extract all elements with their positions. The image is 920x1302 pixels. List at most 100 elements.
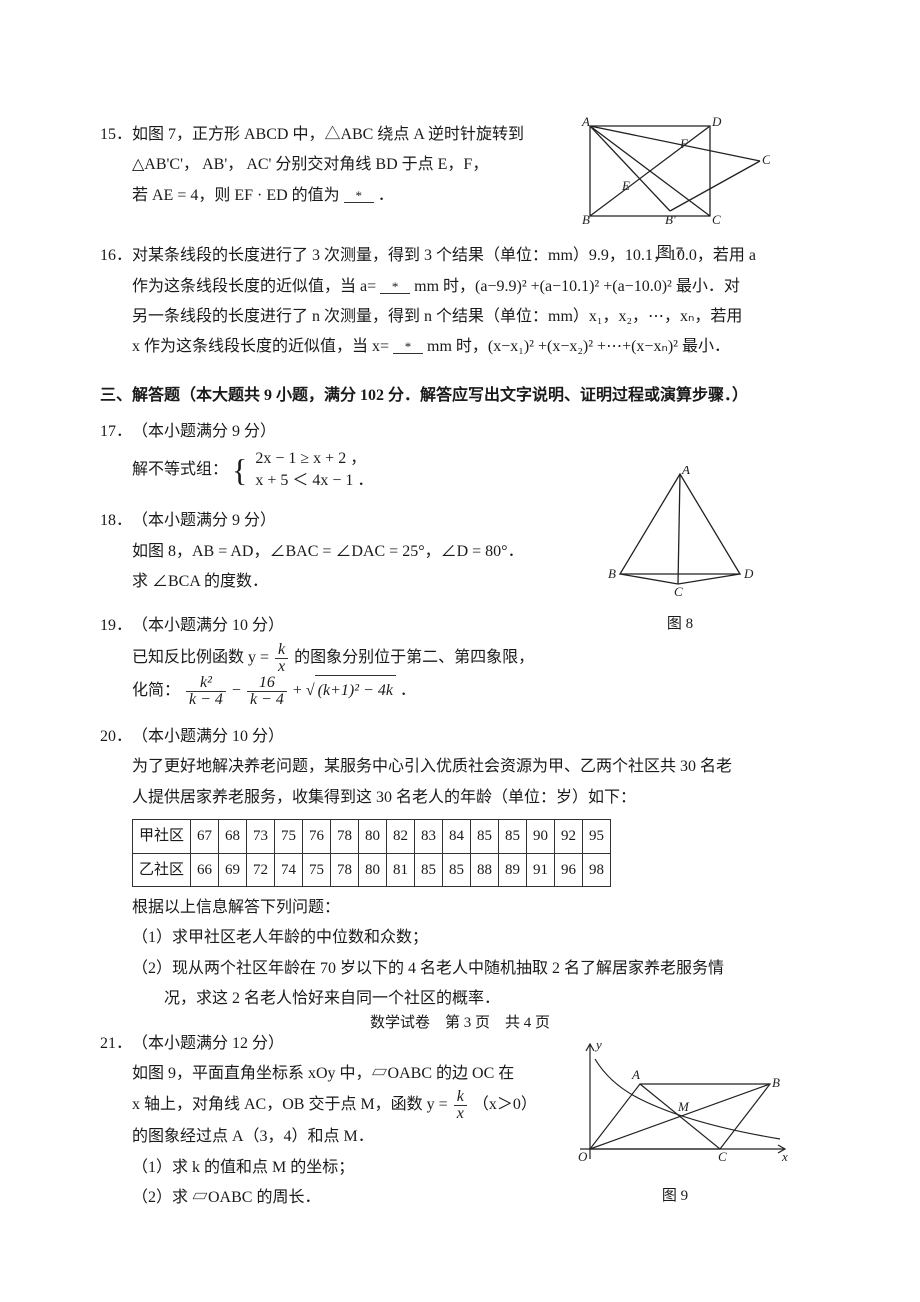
page-footer: 数学试卷 第 3 页 共 4 页 — [0, 1011, 920, 1032]
table-cell: 78 — [331, 853, 359, 887]
table-cell: 82 — [387, 820, 415, 854]
fig9-svg: O A B C M x y — [560, 1039, 790, 1169]
svg-text:B: B — [608, 566, 616, 581]
table-cell: 78 — [331, 820, 359, 854]
q15-line2: △AB'C'， AB'， AC' 分别交对角线 BD 于点 E，F， — [132, 150, 630, 180]
table-cell: 85 — [471, 820, 499, 854]
q20-title: （本小题满分 10 分） — [132, 728, 284, 745]
table-cell: 85 — [443, 853, 471, 887]
q16-num: 16． — [100, 241, 132, 271]
svg-text:D: D — [743, 566, 754, 581]
table-cell: 89 — [499, 853, 527, 887]
table-cell: 80 — [359, 820, 387, 854]
q18-title: （本小题满分 9 分） — [132, 512, 276, 529]
table-cell: 75 — [303, 853, 331, 887]
svg-text:A: A — [681, 466, 690, 477]
table-cell: 67 — [191, 820, 219, 854]
q20-l3: 根据以上信息解答下列问题： — [132, 893, 830, 923]
q15-blank: * — [344, 189, 374, 203]
q15-line1: 如图 7，正方形 ABCD 中，△ABC 绕点 A 逆时针旋转到 — [132, 120, 630, 150]
svg-text:F: F — [679, 136, 689, 151]
table-cell: 80 — [359, 853, 387, 887]
question-15: 15． 如图 7，正方形 ABCD 中，△ABC 绕点 A 逆时针旋转到 △AB… — [100, 120, 830, 211]
svg-text:x: x — [781, 1149, 788, 1164]
table-cell: 92 — [555, 820, 583, 854]
table-cell: 81 — [387, 853, 415, 887]
table-cell: 85 — [415, 853, 443, 887]
table-cell: 74 — [275, 853, 303, 887]
q21-p2: （2）求 ▱OABC 的周长． — [132, 1183, 620, 1213]
table-cell: 90 — [527, 820, 555, 854]
table-cell: 68 — [219, 820, 247, 854]
q21-l3: 的图象经过点 A（3，4）和点 M． — [132, 1122, 620, 1152]
table-cell: 甲社区 — [133, 820, 191, 854]
svg-text:M: M — [677, 1099, 690, 1114]
figure-9: O A B C M x y 图 9 — [560, 1039, 790, 1211]
q17-sys1: 2x − 1 ≥ x + 2 ， — [255, 448, 373, 470]
table-cell: 75 — [275, 820, 303, 854]
table-cell: 96 — [555, 853, 583, 887]
table-cell: 88 — [471, 853, 499, 887]
fig9-label: 图 9 — [560, 1182, 790, 1211]
page: 15． 如图 7，正方形 ABCD 中，△ABC 绕点 A 逆时针旋转到 △AB… — [0, 0, 920, 1288]
svg-text:A: A — [631, 1067, 640, 1082]
table-cell: 72 — [247, 853, 275, 887]
question-19: 19． （本小题满分 10 分） 已知反比例函数 y = kx 的图象分别位于第… — [100, 611, 830, 707]
q19-title: （本小题满分 10 分） — [132, 617, 284, 634]
q17-num: 17． — [100, 417, 132, 447]
svg-text:A: A — [581, 116, 590, 129]
q15-num: 15． — [100, 120, 132, 150]
q21-l1: 如图 9，平面直角坐标系 xOy 中，▱OABC 的边 OC 在 — [132, 1059, 620, 1089]
question-21: 21． （本小题满分 12 分） 如图 9，平面直角坐标系 xOy 中，▱OAB… — [100, 1029, 830, 1214]
q17-sys2: x + 5 ＜ 4x − 1 ． — [255, 470, 373, 492]
q20-num: 20． — [100, 722, 132, 752]
q20-table: 甲社区676873757678808283848585909295乙社区6669… — [132, 819, 611, 887]
table-cell: 69 — [219, 853, 247, 887]
q20-p1: （1）求甲社区老人年龄的中位数和众数； — [132, 923, 830, 953]
table-cell: 91 — [527, 853, 555, 887]
q19-l2: 化简： k²k − 4 − 16k − 4 + √(k+1)² − 4k ． — [132, 675, 830, 708]
q16-l4: x 作为这条线段长度的近似值，当 x= * mm 时，(x−x₁)² +(x−x… — [132, 332, 830, 362]
svg-text:O: O — [578, 1149, 588, 1164]
svg-text:D: D — [711, 116, 722, 129]
q16-blank1: * — [380, 280, 410, 294]
section-3-title: 三、解答题（本大题共 9 小题，满分 102 分．解答应写出文字说明、证明过程或… — [100, 381, 830, 411]
question-18: 18． （本小题满分 9 分） 如图 8，AB = AD，∠BAC = ∠DAC… — [100, 506, 830, 597]
q20-l2: 人提供居家养老服务，收集得到这 30 名老人的年龄（单位：岁）如下： — [132, 783, 830, 813]
table-cell: 73 — [247, 820, 275, 854]
svg-text:B': B' — [665, 212, 676, 226]
question-16: 16． 对某条线段的长度进行了 3 次测量，得到 3 个结果（单位：mm）9.9… — [100, 241, 830, 363]
q16-l1: 对某条线段的长度进行了 3 次测量，得到 3 个结果（单位：mm）9.9，10.… — [132, 241, 830, 271]
svg-text:C: C — [674, 584, 683, 596]
q19-l1: 已知反比例函数 y = kx 的图象分别位于第二、第四象限， — [132, 642, 830, 675]
q21-title: （本小题满分 12 分） — [132, 1035, 284, 1052]
svg-text:y: y — [594, 1039, 602, 1052]
q18-l2: 求 ∠BCA 的度数． — [132, 567, 630, 597]
q18-l1: 如图 8，AB = AD，∠BAC = ∠DAC = 25°，∠D = 80°． — [132, 537, 630, 567]
q21-p1: （1）求 k 的值和点 M 的坐标； — [132, 1153, 620, 1183]
table-cell: 76 — [303, 820, 331, 854]
fig7-svg: A D B C B' C' E F — [570, 116, 770, 226]
svg-text:E: E — [621, 178, 630, 193]
table-cell: 83 — [415, 820, 443, 854]
svg-text:B: B — [582, 212, 590, 226]
table-cell: 98 — [583, 853, 611, 887]
q20-p2a: （2）现从两个社区年龄在 70 岁以下的 4 名老人中随机抽取 2 名了解居家养… — [132, 954, 830, 984]
q21-num: 21． — [100, 1029, 132, 1059]
q16-l3: 另一条线段的长度进行了 n 次测量，得到 n 个结果（单位：mm）x₁，x₂，⋯… — [132, 302, 830, 332]
svg-text:B: B — [772, 1075, 780, 1090]
q19-num: 19． — [100, 611, 132, 641]
table-cell: 乙社区 — [133, 853, 191, 887]
brace-icon: { — [232, 454, 247, 486]
q15-line3: 若 AE = 4，则 EF · ED 的值为 * ． — [132, 181, 630, 211]
q17-title: （本小题满分 9 分） — [132, 423, 276, 440]
q16-blank2: * — [393, 340, 423, 354]
question-20: 20． （本小题满分 10 分） 为了更好地解决养老问题，某服务中心引入优质社会… — [100, 722, 830, 1015]
svg-text:C': C' — [762, 152, 770, 167]
table-cell: 95 — [583, 820, 611, 854]
fig8-svg: A B C D — [600, 466, 760, 596]
table-cell: 84 — [443, 820, 471, 854]
q16-l2: 作为这条线段长度的近似值，当 a= * mm 时，(a−9.9)² +(a−10… — [132, 272, 830, 302]
table-cell: 85 — [499, 820, 527, 854]
q20-l1: 为了更好地解决养老问题，某服务中心引入优质社会资源为甲、乙两个社区共 30 名老 — [132, 752, 830, 782]
